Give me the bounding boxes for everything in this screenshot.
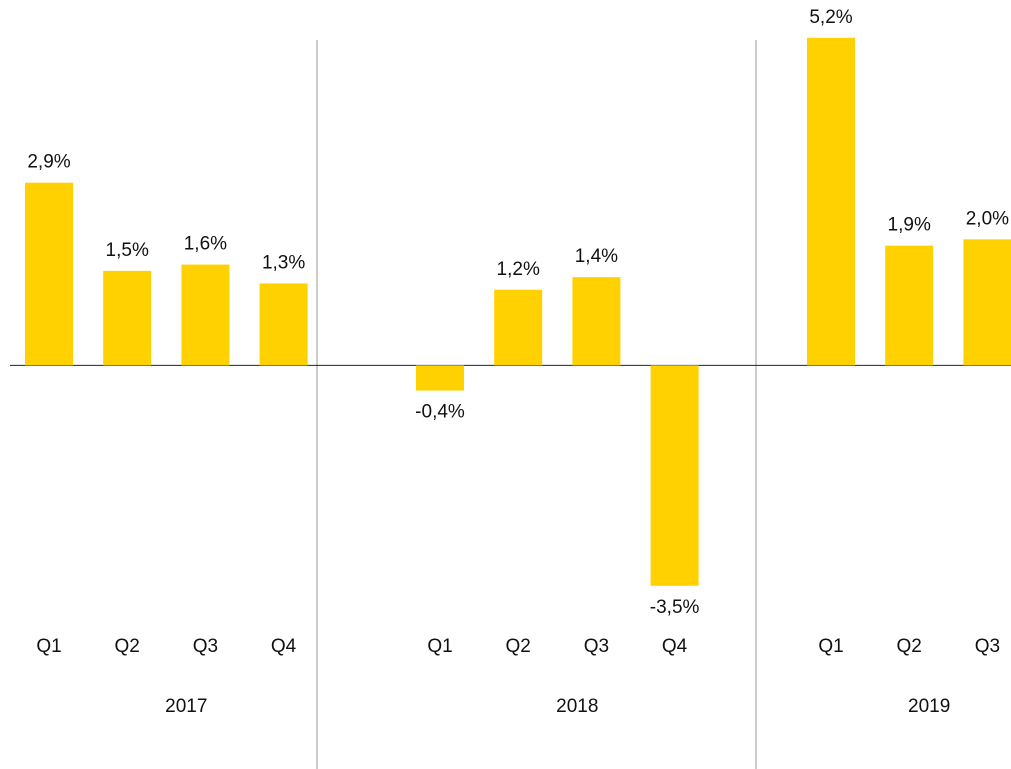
bar [885,245,934,366]
value-label: -0,4% [415,402,465,423]
value-label: 1,3% [262,252,305,273]
bar [259,283,308,366]
x-tick-label: Q4 [662,636,688,657]
value-label: 1,2% [497,259,540,280]
group-label: 2019 [908,696,950,717]
x-tick-label: Q2 [897,636,922,657]
group-label: 2017 [165,696,207,717]
value-label: 2,0% [966,208,1009,229]
value-label: 1,9% [888,215,931,236]
bar [181,264,230,366]
x-tick-label: Q4 [271,636,297,657]
bar [25,182,73,366]
x-tick-label: Q1 [36,636,61,657]
value-label: 2,9% [27,152,70,173]
x-tick-label: Q1 [818,636,843,657]
bar [807,37,855,366]
bar [572,277,621,366]
x-tick-label: Q3 [193,636,218,657]
value-label: -3,5% [650,597,700,618]
value-label: 1,4% [575,246,618,267]
group-label: 2018 [556,696,598,717]
x-tick-label: Q2 [115,636,140,657]
bar [963,239,1011,366]
bar [103,270,152,366]
x-tick-label: Q3 [975,636,1000,657]
value-label: 1,5% [106,240,149,261]
x-tick-label: Q1 [427,636,452,657]
value-label: 1,6% [184,234,227,255]
bar [416,365,464,391]
bar [650,365,699,586]
value-label: 5,2% [809,7,852,28]
x-tick-label: Q2 [506,636,531,657]
bar [494,289,543,366]
x-tick-label: Q3 [584,636,609,657]
